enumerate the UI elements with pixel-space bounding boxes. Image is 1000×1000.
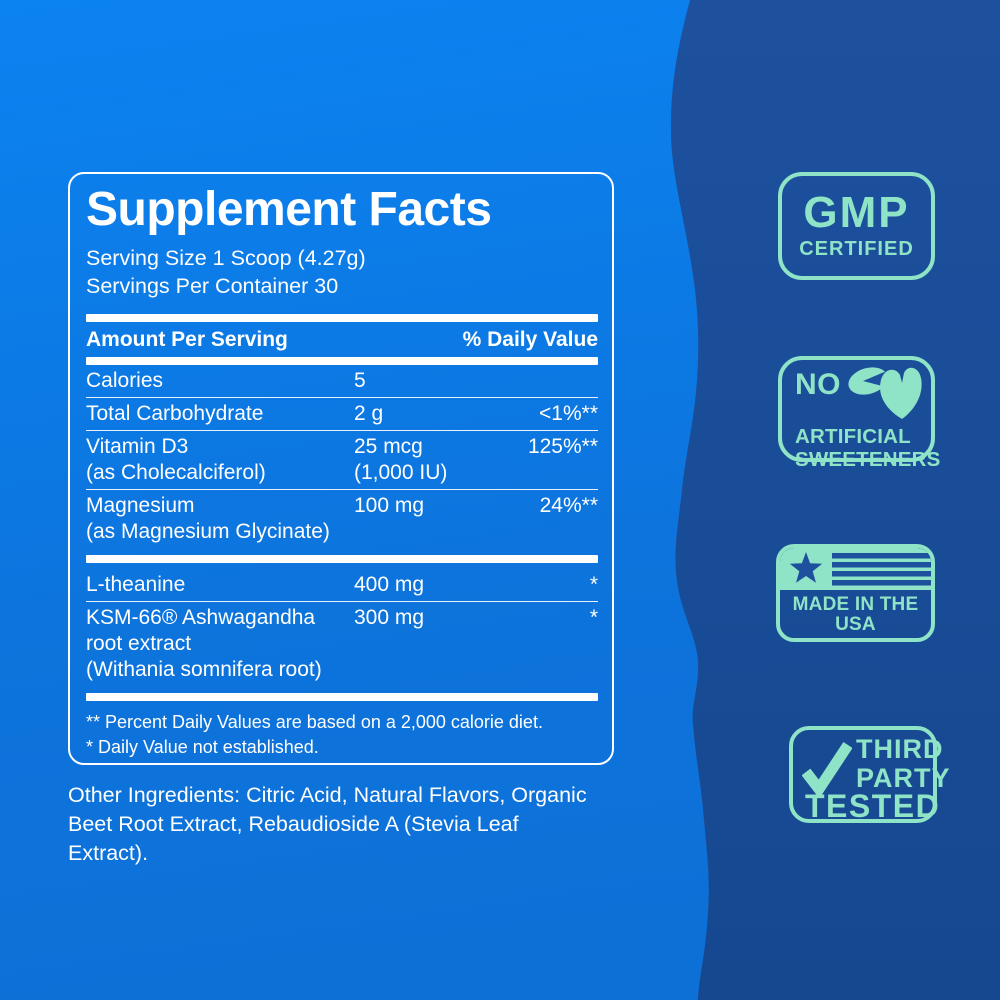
nas-sweeteners-label: SWEETENERS (795, 448, 941, 471)
row-name-line3: (Withania somnifera root) (86, 658, 322, 681)
row-name-line1: Magnesium (86, 494, 195, 517)
leaves-icon (847, 364, 923, 425)
divider-bar (86, 693, 598, 701)
column-amount-per-serving: Amount Per Serving (86, 328, 288, 351)
checkmark-icon (801, 741, 853, 800)
row-name: Magnesium (as Magnesium Glycinate) (86, 493, 354, 545)
table-row-l-theanine: L-theanine 400 mg * (86, 569, 598, 602)
row-amount: 400 mg (354, 573, 425, 596)
row-daily-value (498, 368, 598, 394)
row-daily-value: 24%** (539, 494, 598, 517)
divider-bar (86, 314, 598, 322)
row-name: Calories (86, 369, 164, 392)
row-name-line2: root extract (86, 632, 192, 655)
row-daily-value: * (589, 606, 598, 629)
supplement-facts-panel: Supplement Facts Serving Size 1 Scoop (4… (68, 172, 614, 765)
serving-size: Serving Size 1 Scoop (4.27g) (86, 246, 366, 270)
row-name-line1: Vitamin D3 (86, 435, 189, 458)
row-amount-line2: (1,000 IU) (354, 461, 448, 484)
row-name: Total Carbohydrate (86, 402, 264, 425)
usa-globally-label: with globally (780, 637, 931, 638)
other-ingredients: Other Ingredients: Citric Acid, Natural … (68, 783, 587, 865)
row-amount: 100 mg (354, 494, 425, 517)
row-daily-value: 125%** (527, 435, 598, 458)
footnote-not-established: * Daily Value not established. (86, 737, 319, 757)
divider-bar (86, 357, 598, 365)
table-row-vitamin-d3: Vitamin D3 (as Cholecalciferol) 25 mcg (… (86, 431, 598, 490)
row-amount: 5 (354, 369, 366, 392)
usa-made-label: MADE IN THE USA (792, 594, 919, 635)
servings-per-container: Servings Per Container 30 (86, 274, 339, 298)
gmp-subtitle: CERTIFIED (799, 238, 914, 260)
column-daily-value: % Daily Value (462, 328, 598, 351)
table-row-total-carbohydrate: Total Carbohydrate 2 g <1%** (86, 398, 598, 431)
tpt-tested-label: TESTED (805, 788, 941, 824)
row-name-line2: (as Magnesium Glycinate) (86, 520, 330, 543)
badge-third-party-tested: THIRD PARTY TESTED (789, 726, 950, 824)
row-amount-line1: 25 mcg (354, 435, 423, 458)
table-header: Amount Per Serving % Daily Value (86, 322, 598, 357)
row-name: L-theanine (86, 573, 186, 596)
gmp-title: GMP (803, 188, 910, 237)
row-amount: 25 mcg (1,000 IU) (354, 434, 498, 486)
badge-no-artificial-sweeteners: NO ARTIFICIAL SWEETENERS (778, 356, 940, 471)
row-name: KSM-66® Ashwagandha root extract (Withan… (86, 605, 354, 683)
table-row-ksm66-ashwagandha: KSM-66® Ashwagandha root extract (Withan… (86, 602, 598, 686)
panel-title: Supplement Facts (86, 183, 492, 236)
nas-no-label: NO (795, 368, 841, 401)
usa-flag-icon (780, 548, 931, 590)
row-name-line2: (as Cholecalciferol) (86, 461, 266, 484)
row-daily-value: <1%** (539, 402, 598, 425)
row-name: Vitamin D3 (as Cholecalciferol) (86, 434, 354, 486)
divider-bar (86, 555, 598, 563)
footnotes: ** Percent Daily Values are based on a 2… (86, 710, 598, 760)
badge-made-in-usa: MADE IN THE USA with globally sourced in… (776, 544, 935, 642)
badge-gmp-certified: GMP CERTIFIED (778, 172, 935, 280)
row-name-line1: KSM-66® Ashwagandha (86, 606, 316, 629)
tpt-third-label: THIRD (856, 734, 944, 764)
table-row-calories: Calories 5 (86, 365, 598, 398)
table-row-magnesium: Magnesium (as Magnesium Glycinate) 100 m… (86, 490, 598, 548)
nas-artificial-label: ARTIFICIAL (795, 425, 911, 448)
row-amount: 300 mg (354, 606, 425, 629)
tpt-party-label: PARTY (856, 763, 951, 793)
footnote-daily-values: ** Percent Daily Values are based on a 2… (86, 712, 543, 732)
row-amount: 2 g (354, 402, 384, 425)
row-daily-value: * (589, 573, 598, 596)
